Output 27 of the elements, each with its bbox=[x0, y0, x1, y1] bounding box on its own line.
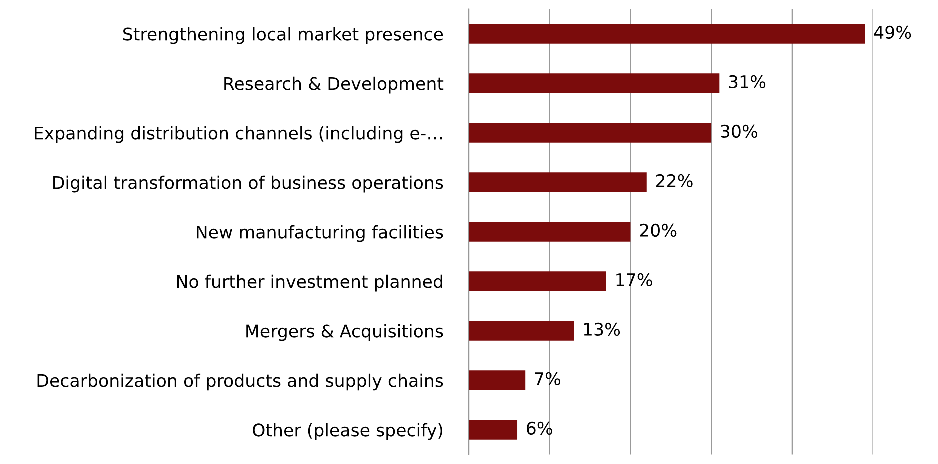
data-label: 31% bbox=[729, 75, 766, 89]
data-label: 22% bbox=[656, 174, 693, 188]
y-tick-label: Mergers & Acquisitions bbox=[246, 324, 444, 342]
y-tick-label: Strengthening local market presence bbox=[124, 27, 444, 44]
data-label: 13% bbox=[584, 322, 620, 336]
data-label: 7% bbox=[535, 372, 561, 386]
y-tick-label: Decarbonization of products and supply chains bbox=[38, 374, 444, 391]
bar bbox=[469, 172, 647, 192]
data-label: 17% bbox=[616, 273, 652, 287]
bar bbox=[469, 420, 518, 440]
y-tick-label: No further investment planned bbox=[177, 274, 442, 292]
bar bbox=[469, 370, 526, 390]
data-label: 20% bbox=[640, 224, 677, 238]
bar bbox=[469, 24, 866, 44]
bar bbox=[469, 222, 631, 242]
y-tick-label: Digital transformation of business operations bbox=[54, 176, 444, 193]
y-tick-label: Expanding distribution channels (including e-… bbox=[35, 126, 442, 144]
y-tick-label: New manufacturing facilities bbox=[197, 225, 444, 242]
bar bbox=[469, 272, 606, 292]
y-tick-label: Research & Development bbox=[224, 76, 444, 94]
bar bbox=[469, 321, 574, 341]
data-label: 49% bbox=[874, 26, 912, 40]
data-label: 6% bbox=[527, 422, 552, 436]
bar bbox=[469, 74, 720, 94]
bar bbox=[469, 123, 712, 143]
y-tick-label: Other (please specify) bbox=[253, 423, 443, 440]
data-label: 30% bbox=[721, 124, 758, 138]
